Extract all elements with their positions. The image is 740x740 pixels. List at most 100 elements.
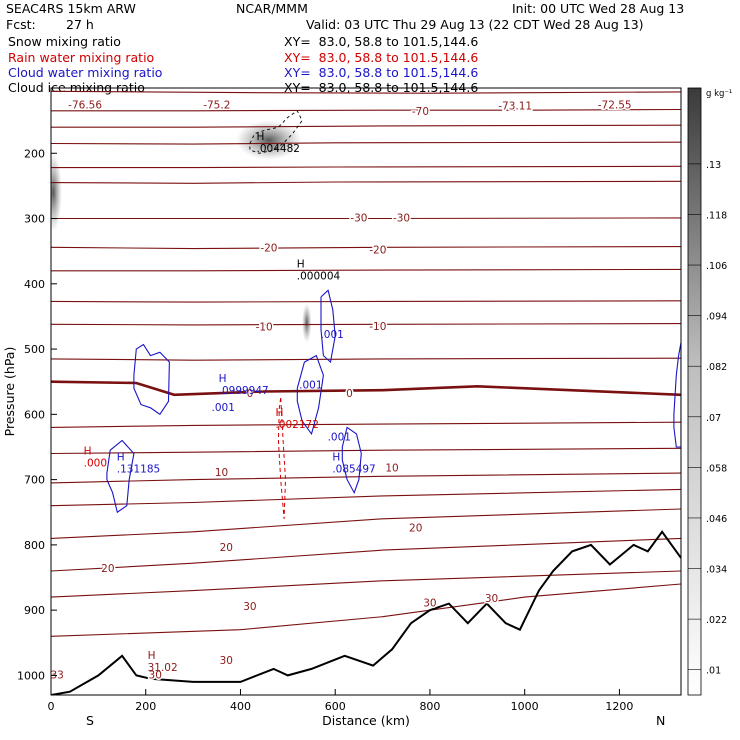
extremum-mark: H: [332, 451, 340, 463]
extremum-value: .085497: [332, 463, 375, 475]
extremum-value: .001: [212, 402, 235, 414]
isotherm-line: [51, 421, 681, 428]
extremum-value: .0999947: [219, 385, 269, 397]
extremum-value: .000: [84, 458, 107, 470]
colorbar-label: .022: [706, 615, 727, 626]
colorbar-bar: [687, 87, 702, 696]
extremum-mark: H: [84, 446, 92, 458]
extremum-value: .004482: [257, 143, 300, 155]
cloud-water-contour: [296, 354, 324, 436]
extremum-value: 33: [50, 670, 63, 682]
isotherm-line: [51, 357, 681, 361]
hydrometeor-contours: [106, 110, 681, 519]
extremum-value: .001: [299, 379, 322, 391]
contour-label: -30: [350, 213, 367, 225]
contour-label: 0: [247, 388, 254, 400]
extremum-value: .000004: [297, 270, 341, 282]
colorbar-label: .058: [706, 463, 727, 474]
x-tick-label: 600: [325, 700, 346, 713]
contour-label: -20: [369, 245, 386, 257]
colorbar-label: .046: [706, 514, 727, 525]
contour-labels: -76.56 -75.2 -73.11 -72.55 -70 -30 -30 -20 -20 -1…: [50, 98, 633, 683]
isotherm-line: [51, 246, 681, 250]
extremum-value: .002172: [275, 419, 318, 431]
field-xy-snow: XY= 83.0, 58.8 to 101.5,144.6: [284, 34, 479, 49]
extremum-value: .001: [320, 329, 343, 341]
field-name-cloud-water: Cloud water mixing ratio: [8, 65, 163, 80]
extremum-mark: H: [148, 650, 156, 662]
org-title: NCAR/MMM: [236, 1, 308, 16]
north-label: N: [656, 713, 665, 728]
contour-label: -30: [393, 213, 410, 225]
terrain-profile: [51, 530, 681, 695]
isotherm-line: [51, 300, 681, 303]
isotherm-line: [51, 124, 681, 128]
isotherm-line: [51, 141, 681, 145]
x-tick-label: 400: [230, 700, 251, 713]
cloud-water-contour: [673, 342, 681, 448]
temperature-contours: [51, 90, 681, 637]
colorbar-label: .106: [706, 261, 727, 272]
y-tick-label: 800: [24, 539, 45, 552]
x-tick-label: 0: [48, 700, 55, 713]
contour-label: 10: [215, 467, 228, 479]
isotherm-line: [51, 472, 681, 484]
cloud-water-contour: [341, 426, 362, 495]
isotherm-line: [51, 488, 681, 507]
contour-label: -10: [369, 321, 386, 333]
contour-label: -72.55: [598, 100, 632, 112]
init-time: Init: 00 UTC Wed 28 Aug 13: [512, 1, 685, 16]
x-tick-label: 1200: [605, 700, 633, 713]
cloud-water-contour: [320, 289, 336, 364]
fcst-label: Fcst:: [6, 17, 36, 32]
x-tick-label: 1000: [511, 700, 539, 713]
isotherm-line: [51, 323, 681, 326]
snow-contour: [249, 110, 303, 154]
contour-label: -75.2: [203, 100, 230, 112]
cloud-water-contour: [133, 343, 170, 416]
colorbar-unit: g kg⁻¹: [706, 89, 732, 99]
colorbar-label: .082: [706, 362, 727, 373]
rain-water-contour: [277, 397, 287, 519]
isotherm-line: [51, 583, 681, 637]
contour-label: -70: [412, 106, 429, 118]
extremum-mark: H: [275, 407, 283, 419]
field-xy-cloud-water: XY= 83.0, 58.8 to 101.5,144.6: [284, 65, 479, 80]
colorbar-label: .07: [706, 413, 721, 424]
isotherm-line: [51, 90, 681, 94]
colorbar-label: .034: [706, 565, 727, 576]
extremum-mark: H: [219, 373, 227, 385]
contour-label: 30: [149, 669, 162, 681]
isotherm-line: [51, 380, 681, 397]
contour-label: 30: [220, 655, 233, 667]
colorbar-label: .118: [706, 210, 727, 221]
ice-shade-1: [51, 153, 62, 232]
ice-shading: [51, 120, 312, 343]
contour-label: 20: [409, 523, 422, 535]
axes: 0 200 400 600 800 1000 12002003004005006007008…: [2, 147, 665, 728]
field-name-rain: Rain water mixing ratio: [8, 50, 155, 65]
isotherm-line: [51, 508, 681, 539]
plot-frame: [50, 87, 682, 696]
field-xy-rain: XY= 83.0, 58.8 to 101.5,144.6: [284, 50, 479, 65]
field-name-snow: Snow mixing ratio: [8, 34, 121, 49]
extremum-value: .001: [328, 431, 351, 443]
south-label: S: [86, 713, 94, 728]
colorbar-label: .13: [706, 160, 721, 171]
isotherm-line: [51, 570, 681, 598]
contour-label: 20: [220, 542, 233, 554]
extremum-mark: H: [117, 451, 125, 463]
isotherm-line: [51, 268, 681, 272]
x-tick-label: 800: [419, 700, 440, 713]
contour-label: -73.11: [498, 100, 532, 112]
ice-shade-0: [235, 120, 303, 160]
extremum-value: .131185: [117, 463, 160, 475]
extremum-value: 31.02: [148, 662, 178, 674]
colorbar: .01 .022 .034 .046 .058 .07 .082 .094 .106 .118 .1…: [687, 87, 732, 696]
ice-shade-2: [302, 303, 312, 343]
fcst-value: 27 h: [66, 17, 94, 32]
isotherm-line: [51, 180, 681, 184]
contour-label: 10: [385, 463, 398, 475]
colorbar-label: .01: [706, 666, 721, 677]
